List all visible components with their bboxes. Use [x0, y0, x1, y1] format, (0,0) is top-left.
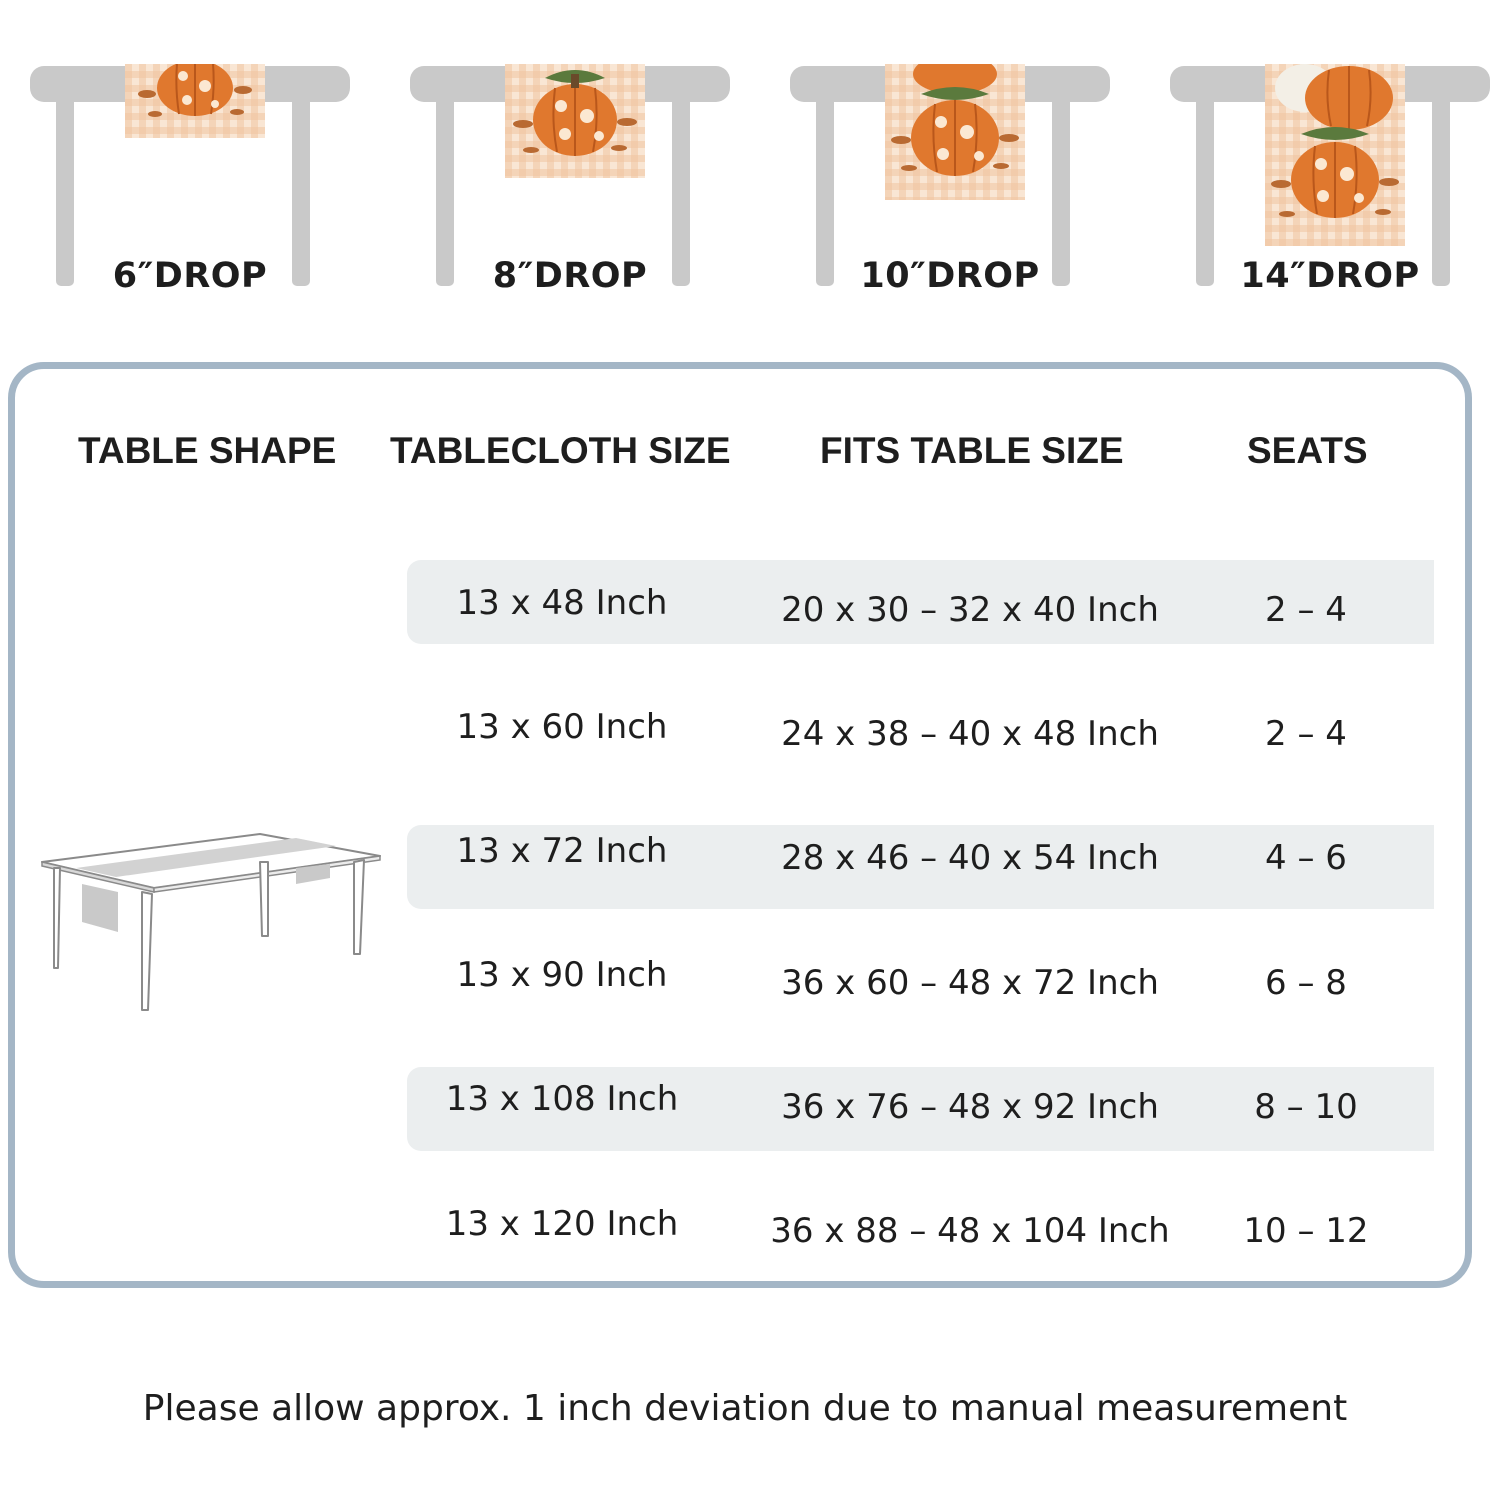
cell-fits-table-size: 24 x 38 – 40 x 48 Inch [781, 714, 1159, 754]
drop-label: 10″DROP [860, 256, 1040, 296]
cell-tablecloth-size: 13 x 48 Inch [456, 583, 668, 623]
header-table-shape: TABLE SHAPE [78, 430, 337, 471]
drop-label: 14″DROP [1240, 256, 1420, 296]
drop-14-inch: 14″DROP [1160, 60, 1500, 310]
drop-10-inch: 10″DROP [780, 60, 1120, 310]
drop-6-inch: 6″DROP [20, 60, 360, 310]
drop-label: 8″DROP [492, 256, 648, 296]
table-leg [56, 90, 74, 286]
cell-seats: 4 – 6 [1265, 838, 1347, 878]
table-leg [816, 90, 834, 286]
runner-image [1265, 64, 1405, 246]
cell-fits-table-size: 28 x 46 – 40 x 54 Inch [781, 838, 1159, 878]
cell-tablecloth-size: 13 x 90 Inch [456, 955, 668, 995]
rectangle-table-icon [41, 833, 381, 1011]
table-leg [1432, 90, 1450, 286]
table-leg [1196, 90, 1214, 286]
header-seats: SEATS [1247, 430, 1368, 471]
table-leg [292, 90, 310, 286]
cell-seats: 6 – 8 [1265, 963, 1347, 1003]
row-band [407, 1067, 1434, 1151]
runner-image [885, 64, 1025, 200]
header-tablecloth-size: TABLECLOTH SIZE [390, 430, 731, 471]
cell-tablecloth-size: 13 x 108 Inch [445, 1079, 679, 1119]
cell-seats: 2 – 4 [1265, 590, 1347, 630]
table-leg [436, 90, 454, 286]
cell-fits-table-size: 20 x 30 – 32 x 40 Inch [781, 590, 1159, 630]
cell-tablecloth-size: 13 x 120 Inch [445, 1204, 679, 1244]
cell-seats: 8 – 10 [1254, 1087, 1358, 1127]
table-leg [672, 90, 690, 286]
row-band [407, 825, 1434, 909]
header-fits-table-size: FITS TABLE SIZE [820, 430, 1124, 471]
cell-tablecloth-size: 13 x 72 Inch [456, 831, 668, 871]
cell-fits-table-size: 36 x 88 – 48 x 104 Inch [770, 1211, 1170, 1251]
runner-image [505, 64, 645, 178]
drop-8-inch: 8″DROP [400, 60, 740, 310]
cell-fits-table-size: 36 x 76 – 48 x 92 Inch [781, 1087, 1159, 1127]
cell-seats: 10 – 12 [1243, 1211, 1369, 1251]
cell-tablecloth-size: 13 x 60 Inch [456, 707, 668, 747]
measurement-disclaimer: Please allow approx. 1 inch deviation du… [142, 1388, 1348, 1429]
cell-seats: 2 – 4 [1265, 714, 1347, 754]
cell-fits-table-size: 36 x 60 – 48 x 72 Inch [781, 963, 1159, 1003]
runner-image [125, 64, 265, 138]
table-leg [1052, 90, 1070, 286]
row-band [407, 560, 1434, 644]
drop-label: 6″DROP [112, 256, 268, 296]
